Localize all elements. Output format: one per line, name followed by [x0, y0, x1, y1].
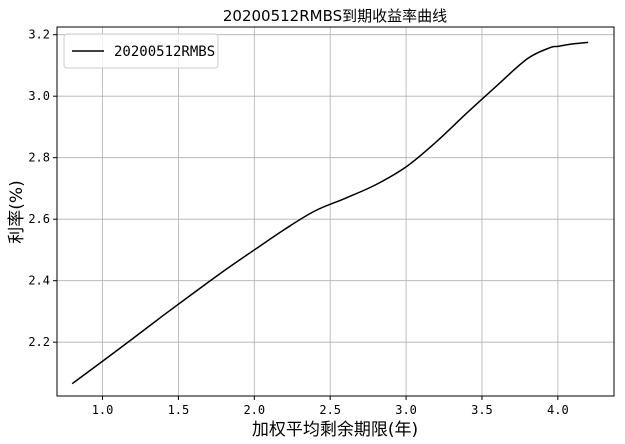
x-tick-label: 2.5 [319, 403, 341, 417]
y-axis-label: 利率(%) [7, 180, 27, 243]
x-tick-label: 1.0 [92, 403, 114, 417]
y-tick-label: 2.4 [28, 274, 50, 288]
y-tick-label: 3.2 [28, 28, 50, 42]
y-tick-label: 2.8 [28, 151, 50, 165]
x-tick-label: 4.0 [547, 403, 569, 417]
plot-frame [56, 26, 615, 397]
x-tick-label: 2.0 [243, 403, 265, 417]
x-axis-ticks: 1.0 1.5 2.0 2.5 3.0 3.5 4.0 [92, 396, 569, 417]
y-tick-label: 3.0 [28, 89, 50, 103]
grid-lines [57, 27, 614, 396]
y-tick-label: 2.6 [28, 212, 50, 226]
legend-box [63, 33, 219, 69]
y-axis-ticks: 2.2 2.4 2.6 2.8 3.0 3.2 [28, 28, 57, 349]
series-line [71, 41, 589, 385]
legend: 20200512RMBS [63, 33, 219, 69]
x-axis-label: 加权平均剩余期限(年) [252, 420, 418, 440]
legend-label: 20200512RMBS [114, 44, 215, 60]
chart-title: 20200512RMBS到期收益率曲线 [223, 7, 447, 25]
x-tick-label: 1.5 [168, 403, 190, 417]
series-layer [71, 41, 589, 385]
x-tick-label: 3.5 [471, 403, 493, 417]
y-tick-label: 2.2 [28, 335, 50, 349]
x-tick-label: 3.0 [395, 403, 417, 417]
